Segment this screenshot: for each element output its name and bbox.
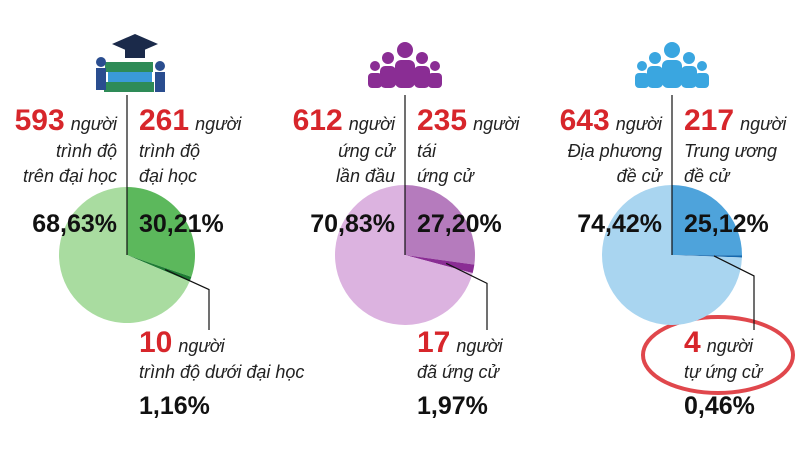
- unit: người: [740, 114, 787, 134]
- graduation-icon: [96, 34, 165, 92]
- people-icon-purple: [368, 42, 442, 88]
- count: 4: [684, 326, 701, 359]
- count-label: 10 người: [139, 326, 226, 359]
- count-label: 261 người: [139, 104, 242, 137]
- unit: người: [195, 114, 242, 134]
- pie-slice: [405, 185, 475, 265]
- category-line: lần đầu: [336, 166, 395, 186]
- unit: người: [349, 114, 396, 134]
- percent-label: 27,20%: [417, 210, 502, 238]
- pie-slice: [127, 187, 195, 277]
- count-label: 235 người: [417, 104, 520, 137]
- unit: người: [71, 114, 118, 134]
- count: 217: [684, 104, 734, 137]
- count: 235: [417, 104, 467, 137]
- count-label: 612 người: [293, 104, 396, 137]
- unit: người: [707, 336, 754, 356]
- percent-label: 30,21%: [139, 210, 224, 238]
- percent-label: 74,42%: [577, 210, 662, 238]
- count-label: 593 người: [15, 104, 118, 137]
- leader-line: [713, 255, 755, 330]
- count: 593: [15, 104, 65, 137]
- pie-slice: [672, 185, 742, 256]
- pie-slice: [672, 255, 742, 258]
- category-line: đã ứng cử: [417, 362, 500, 382]
- category-line: trên đại học: [23, 166, 117, 186]
- category-line: Trung ương: [684, 141, 777, 161]
- category-line: đề cử: [617, 166, 664, 186]
- leader-line: [445, 262, 488, 330]
- pie-slice: [335, 185, 473, 325]
- percent-label: 25,12%: [684, 210, 769, 238]
- pie-slice: [127, 255, 192, 282]
- unit: người: [456, 336, 503, 356]
- unit: người: [473, 114, 520, 134]
- count-label: 217 người: [684, 104, 787, 137]
- count: 17: [417, 326, 450, 359]
- category-line: trình độ dưới đại học: [139, 362, 304, 382]
- percent-label: 0,46%: [684, 392, 755, 420]
- count-label: 4 người: [684, 326, 754, 359]
- leader-line: [164, 268, 210, 330]
- percent-label: 68,63%: [32, 210, 117, 238]
- people-icon-blue: [635, 42, 709, 88]
- count-label: 643 người: [560, 104, 663, 137]
- pie-slice: [58, 187, 190, 323]
- percent-label: 1,97%: [417, 392, 488, 420]
- count: 10: [139, 326, 172, 359]
- count-label: 17 người: [417, 326, 504, 359]
- category-line: Địa phương: [568, 141, 662, 161]
- percent-label: 70,83%: [310, 210, 395, 238]
- category-line: tự ứng cử: [684, 362, 764, 382]
- category-line: tái: [417, 141, 437, 161]
- category-line: đại học: [139, 166, 197, 186]
- highlight-circle: [641, 315, 795, 395]
- unit: người: [178, 336, 225, 356]
- count: 612: [293, 104, 343, 137]
- category-line: trình độ: [139, 141, 200, 161]
- category-line: trình độ: [56, 141, 117, 161]
- count: 643: [560, 104, 610, 137]
- category-line: đề cử: [684, 166, 731, 186]
- unit: người: [616, 114, 663, 134]
- percent-label: 1,16%: [139, 392, 210, 420]
- category-line: ứng cử: [338, 141, 396, 161]
- count: 261: [139, 104, 189, 137]
- category-line: ứng cử: [417, 166, 475, 186]
